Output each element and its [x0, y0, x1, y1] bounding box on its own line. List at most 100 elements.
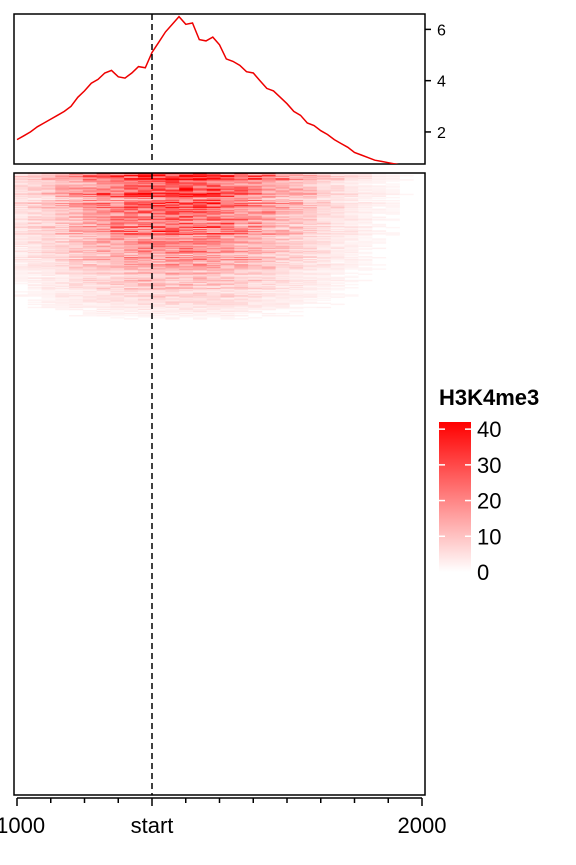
heatmap-cell [137, 263, 153, 265]
heatmap-cell [303, 176, 318, 178]
heatmap-cell [110, 300, 125, 302]
heatmap-cell [69, 267, 84, 269]
heatmap-cell [220, 197, 235, 200]
heatmap-cell [124, 196, 139, 199]
heatmap-cell [41, 181, 56, 183]
heatmap-cell [137, 275, 153, 278]
heatmap-cell [192, 305, 208, 308]
heatmap-cell [261, 231, 276, 233]
heatmap-cell [96, 217, 111, 220]
heatmap-cell [261, 214, 276, 216]
heatmap-cell [14, 236, 29, 238]
heatmap-cell [303, 283, 318, 286]
heatmap-cell [234, 297, 249, 299]
heatmap-cell [55, 283, 70, 286]
heatmap-cell [165, 293, 180, 295]
heatmap-cell [192, 230, 208, 232]
heatmap-cell [248, 205, 263, 207]
heatmap-cell [248, 194, 263, 197]
heatmap-cell [206, 238, 221, 240]
heatmap-cell [316, 299, 332, 301]
heatmap-cell [14, 265, 29, 267]
heatmap-cell [165, 274, 180, 277]
heatmap-cell [27, 189, 42, 192]
heatmap-cell [289, 221, 304, 224]
heatmap-cell [124, 209, 139, 211]
heatmap-cell [124, 186, 139, 188]
heatmap-cell [69, 188, 84, 190]
profile-y-tick-label: 2 [437, 125, 446, 142]
heatmap-cell [27, 176, 42, 178]
heatmap-cell [82, 300, 97, 302]
heatmap-cell [303, 292, 318, 294]
heatmap-cell [41, 225, 56, 228]
heatmap-cell [55, 221, 70, 224]
heatmap-cell [110, 184, 125, 186]
heatmap-cell [316, 240, 332, 242]
heatmap-cell [27, 205, 42, 207]
heatmap-cell [82, 276, 97, 279]
heatmap-cell [110, 221, 125, 224]
heatmap-cell [69, 178, 84, 180]
heatmap-cell [344, 174, 359, 176]
heatmap-cell [124, 265, 139, 267]
heatmap-cell [82, 305, 97, 308]
heatmap-cell [82, 219, 97, 222]
heatmap-cell [206, 204, 221, 206]
heatmap-cell [165, 217, 180, 220]
heatmap-cell [303, 177, 318, 179]
heatmap-cell [82, 194, 97, 197]
heatmap-cell [179, 282, 194, 285]
heatmap-cell [14, 230, 29, 232]
heatmap-cell [27, 179, 42, 181]
heatmap-cell [289, 301, 304, 303]
heatmap-cell [330, 272, 345, 274]
heatmap-cell [234, 286, 249, 288]
heatmap-cell [137, 193, 153, 196]
heatmap-cell [55, 223, 70, 226]
heatmap-cell [110, 265, 125, 267]
heatmap-cell [151, 276, 166, 279]
heatmap-cell [344, 232, 359, 234]
heatmap-cell [27, 234, 42, 236]
heatmap-cell [275, 183, 290, 185]
heatmap-cell [234, 245, 249, 248]
heatmap-cell [27, 184, 42, 186]
heatmap-cell [14, 248, 29, 251]
heatmap-cell [220, 265, 235, 267]
heatmap-cell [303, 187, 318, 189]
heatmap-cell [55, 195, 70, 198]
heatmap-cell [14, 279, 29, 282]
heatmap-cell [192, 207, 208, 209]
heatmap-cell [27, 188, 42, 190]
heatmap-cell [179, 195, 194, 198]
heatmap-cell [96, 185, 111, 187]
heatmap-cell [220, 209, 235, 211]
heatmap-cell [358, 184, 373, 186]
heatmap-cell [165, 315, 180, 317]
heatmap-cell [248, 174, 263, 176]
heatmap-cell [165, 290, 180, 292]
heatmap-cell [110, 189, 125, 192]
heatmap-cell [316, 295, 332, 297]
heatmap-cell [289, 289, 304, 291]
heatmap-cell [303, 288, 318, 290]
heatmap-cell [220, 254, 235, 257]
heatmap-cell [124, 302, 139, 305]
heatmap-cell [165, 179, 180, 181]
heatmap-cell [192, 307, 208, 310]
heatmap-cell [330, 226, 345, 229]
heatmap-cell [69, 281, 84, 284]
heatmap-cell [192, 178, 208, 180]
heatmap-cell [151, 181, 166, 183]
heatmap-cell [261, 282, 276, 285]
heatmap-cell [289, 175, 304, 177]
heatmap-cell [303, 233, 318, 235]
heatmap-cell [192, 203, 208, 205]
heatmap-cell [151, 247, 166, 250]
heatmap-cell [27, 228, 42, 231]
heatmap-cell [110, 179, 125, 181]
heatmap-cell [206, 289, 221, 291]
heatmap-cell [261, 207, 276, 209]
heatmap-cell [55, 291, 70, 293]
